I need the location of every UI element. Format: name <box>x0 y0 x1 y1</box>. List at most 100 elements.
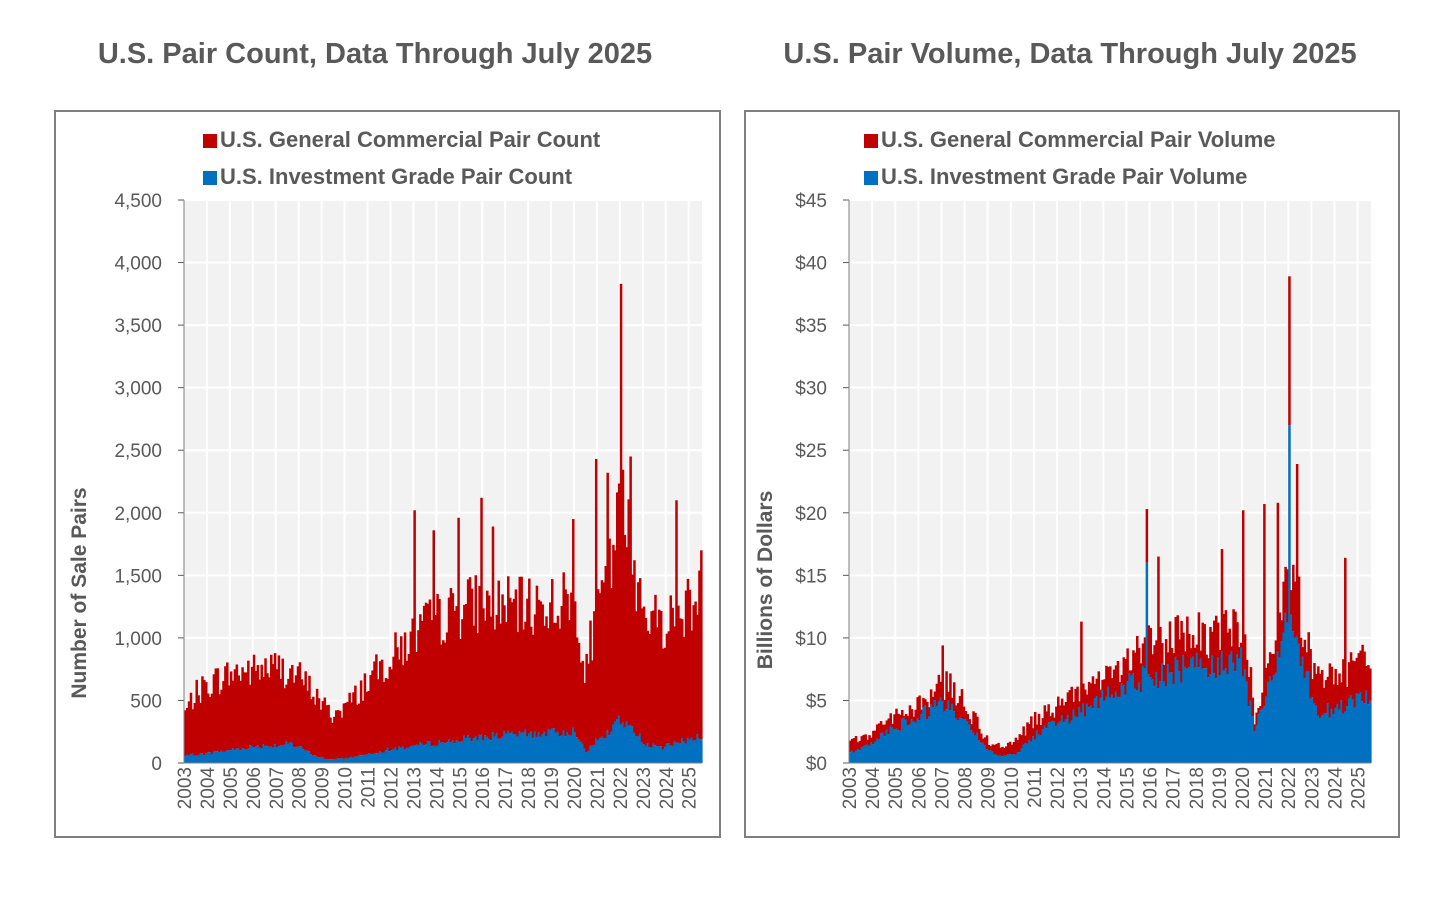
bar-general <box>1110 678 1114 695</box>
bar-general <box>891 723 894 728</box>
bar-investment-grade <box>1139 692 1143 763</box>
x-tick-label: 2020 <box>565 767 586 809</box>
bar-general <box>1234 611 1237 672</box>
bar-general <box>954 705 958 719</box>
bar-investment-grade <box>421 743 424 763</box>
bar-investment-grade <box>602 737 606 763</box>
bar-general <box>600 580 604 737</box>
bar-investment-grade <box>1043 725 1047 763</box>
bar-investment-grade <box>514 734 518 763</box>
bar-investment-grade <box>997 755 1000 763</box>
bar-general <box>1101 679 1104 691</box>
bar-general <box>640 608 644 743</box>
bar-general <box>491 526 495 733</box>
bar-general <box>598 593 602 739</box>
bar-investment-grade <box>1109 697 1112 763</box>
bar-investment-grade <box>1199 658 1203 763</box>
bar-general <box>1355 657 1359 694</box>
bar-investment-grade <box>1026 743 1029 763</box>
x-tick-label: 2015 <box>1117 767 1138 809</box>
bar-general <box>1226 632 1230 675</box>
x-tick-label: 2003 <box>840 767 861 809</box>
bar-investment-grade <box>852 752 856 763</box>
bar-investment-grade <box>637 736 640 763</box>
bar-investment-grade <box>340 758 344 763</box>
bar-investment-grade <box>1270 680 1274 763</box>
bar-general <box>1307 632 1310 672</box>
bar-investment-grade <box>696 734 699 763</box>
bar-investment-grade <box>1292 631 1295 763</box>
bar-general <box>1091 676 1095 709</box>
bar-investment-grade <box>1074 715 1077 763</box>
bar-investment-grade <box>210 754 214 763</box>
bar-general <box>191 709 195 754</box>
bar-investment-grade <box>556 731 560 763</box>
x-tick-label: 2003 <box>175 767 196 809</box>
bar-investment-grade <box>493 736 497 763</box>
bar-investment-grade <box>350 756 353 763</box>
y-tick-label: 1,000 <box>114 629 162 650</box>
bar-investment-grade <box>1336 704 1339 763</box>
bar-investment-grade <box>698 738 701 763</box>
bar-general <box>1367 665 1370 705</box>
bar-investment-grade <box>968 724 971 763</box>
bar-general <box>1022 726 1025 745</box>
bar-investment-grade <box>1245 681 1249 763</box>
bar-general <box>512 598 516 735</box>
bar-investment-grade <box>1186 668 1189 763</box>
bar-general <box>1107 666 1110 687</box>
bar-general <box>354 685 357 757</box>
bar-investment-grade <box>1203 668 1206 763</box>
bar-investment-grade <box>650 747 653 763</box>
bar-investment-grade <box>1134 688 1137 763</box>
bar-investment-grade <box>939 697 943 763</box>
bar-general <box>1072 701 1075 710</box>
bar-general <box>1105 665 1108 697</box>
x-tick-label: 2019 <box>1210 767 1231 809</box>
bar-general <box>365 691 369 755</box>
bar-general <box>273 653 277 745</box>
bar-general <box>1010 744 1014 755</box>
bar-general <box>625 547 629 722</box>
bar-general <box>656 627 659 747</box>
bar-general <box>619 283 623 725</box>
bar-investment-grade <box>220 750 223 763</box>
bar-general <box>852 738 856 753</box>
bar-general <box>995 743 998 755</box>
bar-general <box>1276 502 1280 652</box>
bar-investment-grade <box>1301 656 1305 763</box>
bar-general <box>1130 670 1133 676</box>
bar-general <box>566 594 569 732</box>
bar-investment-grade <box>1257 714 1260 763</box>
bar-general <box>426 603 430 741</box>
bar-general <box>1134 652 1137 689</box>
bar-general <box>1249 667 1253 701</box>
bar-general <box>233 669 237 750</box>
bar-general <box>417 630 420 746</box>
bar-general <box>252 654 256 748</box>
bar-general <box>1230 646 1233 651</box>
bar-investment-grade <box>1359 691 1362 763</box>
bar-general <box>268 677 271 747</box>
bar-general <box>1228 628 1231 656</box>
bar-investment-grade <box>680 737 684 763</box>
bar-general <box>1295 463 1299 637</box>
bar-general <box>581 660 585 744</box>
bar-investment-grade <box>1012 754 1016 763</box>
legend-label: U.S. General Commercial Pair Count <box>220 127 601 152</box>
bar-general <box>185 707 189 755</box>
bar-investment-grade <box>1118 697 1122 763</box>
bar-general <box>279 678 283 746</box>
bar-investment-grade <box>918 720 921 763</box>
bar-investment-grade <box>1124 694 1127 763</box>
bar-investment-grade <box>877 739 881 763</box>
bar-general <box>547 628 550 730</box>
bar-investment-grade <box>201 753 204 763</box>
bar-general <box>1330 666 1334 709</box>
bar-general <box>1205 654 1208 669</box>
bar-general <box>908 705 912 725</box>
bar-investment-grade <box>336 758 340 763</box>
bar-general <box>187 701 191 756</box>
bar-general <box>271 664 275 748</box>
bar-investment-grade <box>899 730 902 763</box>
